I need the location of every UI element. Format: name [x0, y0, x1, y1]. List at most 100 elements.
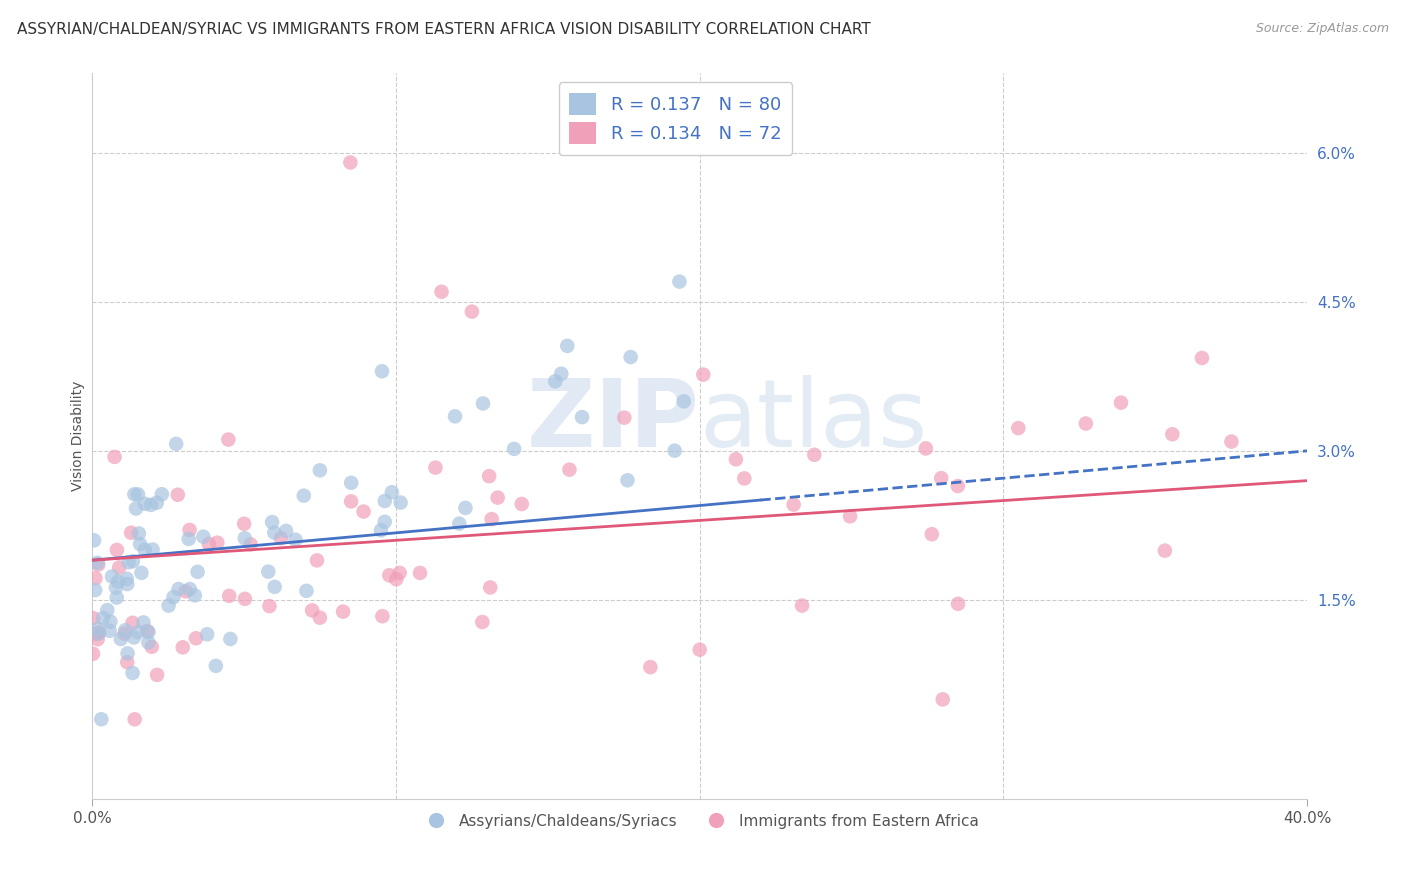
Assyrians/Chaldeans/Syriacs: [371, 364, 394, 378]
Assyrians/Chaldeans/Syriacs: [90, 712, 112, 726]
Immigrants from Eastern Africa: [82, 611, 104, 625]
Immigrants from Eastern Africa: [141, 640, 163, 654]
Assyrians/Chaldeans/Syriacs: [117, 646, 139, 660]
Immigrants from Eastern Africa: [385, 572, 408, 586]
Assyrians/Chaldeans/Syriacs: [98, 624, 121, 638]
Assyrians/Chaldeans/Syriacs: [122, 631, 145, 645]
Immigrants from Eastern Africa: [259, 599, 281, 614]
Immigrants from Eastern Africa: [932, 692, 955, 706]
Immigrants from Eastern Africa: [198, 537, 221, 551]
Assyrians/Chaldeans/Syriacs: [262, 515, 284, 529]
Assyrians/Chaldeans/Syriacs: [129, 537, 152, 551]
Assyrians/Chaldeans/Syriacs: [295, 583, 318, 598]
Assyrians/Chaldeans/Syriacs: [127, 487, 149, 501]
Immigrants from Eastern Africa: [103, 450, 125, 464]
Assyrians/Chaldeans/Syriacs: [132, 615, 155, 630]
Assyrians/Chaldeans/Syriacs: [503, 442, 526, 456]
Assyrians/Chaldeans/Syriacs: [117, 555, 139, 569]
Immigrants from Eastern Africa: [1161, 427, 1184, 442]
Assyrians/Chaldeans/Syriacs: [193, 530, 215, 544]
Immigrants from Eastern Africa: [613, 410, 636, 425]
Assyrians/Chaldeans/Syriacs: [150, 487, 173, 501]
Immigrants from Eastern Africa: [124, 712, 146, 726]
Immigrants from Eastern Africa: [486, 491, 509, 505]
Assyrians/Chaldeans/Syriacs: [233, 531, 256, 545]
Immigrants from Eastern Africa: [86, 632, 108, 647]
Immigrants from Eastern Africa: [217, 433, 239, 447]
Immigrants from Eastern Africa: [378, 568, 401, 582]
Assyrians/Chaldeans/Syriacs: [571, 410, 593, 425]
Assyrians/Chaldeans/Syriacs: [124, 487, 146, 501]
Assyrians/Chaldeans/Syriacs: [87, 626, 110, 640]
Immigrants from Eastern Africa: [305, 553, 328, 567]
Immigrants from Eastern Africa: [409, 566, 432, 580]
Immigrants from Eastern Africa: [166, 488, 188, 502]
Immigrants from Eastern Africa: [946, 597, 969, 611]
Immigrants from Eastern Africa: [425, 460, 447, 475]
Assyrians/Chaldeans/Syriacs: [284, 533, 307, 547]
Assyrians/Chaldeans/Syriacs: [257, 565, 280, 579]
Assyrians/Chaldeans/Syriacs: [105, 591, 128, 605]
Immigrants from Eastern Africa: [640, 660, 662, 674]
Assyrians/Chaldeans/Syriacs: [205, 658, 228, 673]
Immigrants from Eastern Africa: [89, 625, 111, 640]
Assyrians/Chaldeans/Syriacs: [100, 615, 122, 629]
Immigrants from Eastern Africa: [172, 640, 194, 655]
Assyrians/Chaldeans/Syriacs: [263, 525, 285, 540]
Immigrants from Eastern Africa: [481, 512, 503, 526]
Immigrants from Eastern Africa: [270, 531, 292, 545]
Immigrants from Eastern Africa: [239, 537, 262, 551]
Assyrians/Chaldeans/Syriacs: [165, 437, 187, 451]
Assyrians/Chaldeans/Syriacs: [138, 625, 160, 640]
Immigrants from Eastern Africa: [430, 285, 453, 299]
Text: atlas: atlas: [700, 376, 928, 467]
Assyrians/Chaldeans/Syriacs: [184, 588, 207, 602]
Immigrants from Eastern Africa: [782, 498, 804, 512]
Text: ASSYRIAN/CHALDEAN/SYRIAC VS IMMIGRANTS FROM EASTERN AFRICA VISION DISABILITY COR: ASSYRIAN/CHALDEAN/SYRIAC VS IMMIGRANTS F…: [17, 22, 870, 37]
Immigrants from Eastern Africa: [108, 560, 131, 574]
Assyrians/Chaldeans/Syriacs: [444, 409, 467, 424]
Immigrants from Eastern Africa: [121, 615, 143, 630]
Immigrants from Eastern Africa: [921, 527, 943, 541]
Immigrants from Eastern Africa: [233, 591, 256, 606]
Immigrants from Eastern Africa: [353, 504, 375, 518]
Immigrants from Eastern Africa: [1191, 351, 1213, 365]
Assyrians/Chaldeans/Syriacs: [83, 533, 105, 548]
Immigrants from Eastern Africa: [914, 442, 936, 456]
Immigrants from Eastern Africa: [558, 462, 581, 476]
Assyrians/Chaldeans/Syriacs: [616, 473, 638, 487]
Y-axis label: Vision Disability: Vision Disability: [72, 381, 86, 491]
Assyrians/Chaldeans/Syriacs: [87, 622, 110, 636]
Assyrians/Chaldeans/Syriacs: [96, 603, 118, 617]
Assyrians/Chaldeans/Syriacs: [162, 590, 184, 604]
Immigrants from Eastern Africa: [114, 626, 136, 640]
Immigrants from Eastern Africa: [471, 615, 494, 629]
Assyrians/Chaldeans/Syriacs: [195, 627, 218, 641]
Immigrants from Eastern Africa: [179, 523, 201, 537]
Assyrians/Chaldeans/Syriacs: [370, 524, 392, 538]
Immigrants from Eastern Africa: [510, 497, 533, 511]
Immigrants from Eastern Africa: [84, 626, 107, 640]
Immigrants from Eastern Africa: [218, 589, 240, 603]
Assyrians/Chaldeans/Syriacs: [128, 526, 150, 541]
Immigrants from Eastern Africa: [946, 479, 969, 493]
Assyrians/Chaldeans/Syriacs: [177, 532, 200, 546]
Assyrians/Chaldeans/Syriacs: [179, 582, 201, 596]
Assyrians/Chaldeans/Syriacs: [127, 625, 149, 640]
Immigrants from Eastern Africa: [87, 558, 110, 572]
Assyrians/Chaldeans/Syriacs: [219, 632, 242, 646]
Assyrians/Chaldeans/Syriacs: [668, 275, 690, 289]
Assyrians/Chaldeans/Syriacs: [117, 577, 139, 591]
Immigrants from Eastern Africa: [1074, 417, 1097, 431]
Assyrians/Chaldeans/Syriacs: [114, 624, 136, 638]
Assyrians/Chaldeans/Syriacs: [131, 566, 153, 580]
Assyrians/Chaldeans/Syriacs: [292, 489, 315, 503]
Immigrants from Eastern Africa: [929, 471, 952, 485]
Immigrants from Eastern Africa: [308, 610, 330, 624]
Immigrants from Eastern Africa: [461, 304, 484, 318]
Assyrians/Chaldeans/Syriacs: [381, 485, 404, 500]
Immigrants from Eastern Africa: [117, 655, 139, 669]
Immigrants from Eastern Africa: [371, 609, 394, 624]
Immigrants from Eastern Africa: [1109, 395, 1132, 409]
Assyrians/Chaldeans/Syriacs: [115, 572, 138, 586]
